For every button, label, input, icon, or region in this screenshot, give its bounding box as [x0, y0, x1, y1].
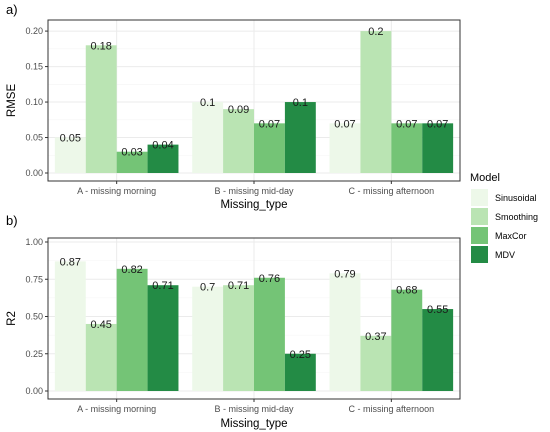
panel-tag: b): [6, 213, 18, 228]
data-label: 0.07: [259, 118, 280, 130]
bar-maxcor: [254, 123, 285, 173]
data-label: 0.05: [60, 133, 81, 145]
y-tick-label: 0.75: [25, 274, 43, 284]
bar-sinusoidal: [329, 123, 361, 173]
data-label: 0.71: [228, 280, 249, 292]
y-tick-label: 0.20: [25, 26, 43, 36]
panel-tag: a): [6, 2, 18, 17]
y-tick-label: 0.05: [25, 133, 43, 143]
data-label: 0.09: [228, 104, 249, 116]
legend-key-smoothing: [471, 208, 488, 225]
y-axis-title: R2: [6, 311, 18, 326]
y-axis-title: RMSE: [6, 84, 18, 118]
data-label: 0.79: [334, 268, 355, 280]
data-label: 0.07: [396, 118, 417, 130]
bar-smoothing: [223, 285, 254, 391]
bar-maxcor: [116, 151, 148, 173]
bar-mdv: [147, 144, 179, 173]
bar-smoothing: [223, 109, 254, 173]
y-tick-label: 0.10: [25, 97, 43, 107]
legend-title: Model: [470, 172, 500, 184]
y-tick-label: 0.25: [25, 349, 43, 359]
data-label: 0.45: [91, 319, 112, 331]
bar-mdv: [422, 309, 454, 391]
legend-key-maxcor: [471, 227, 488, 244]
data-label: 0.7: [200, 282, 215, 294]
data-label: 0.18: [91, 40, 112, 52]
y-tick-label: 0.15: [25, 62, 43, 72]
panel-rmse: 0.05 0.1 0.07 0.18 0.09 0.2 0.03 0.07 0.07 0.04 0.…: [6, 2, 461, 211]
data-label: 0.82: [121, 264, 142, 276]
legend-key-sinusoidal: [471, 189, 488, 206]
y-tick-label: 0.00: [25, 168, 43, 178]
bar-sinusoidal: [54, 137, 86, 173]
bar-smoothing: [360, 335, 392, 391]
data-label: 0.1: [200, 97, 215, 109]
bar-smoothing: [360, 31, 392, 173]
data-label: 0.76: [259, 273, 280, 285]
legend-label: Sinusoidal: [495, 193, 537, 203]
data-label: 0.07: [334, 118, 355, 130]
x-axis-title: Missing_type: [220, 418, 287, 430]
x-tick-label: A - missing morning: [77, 186, 156, 196]
panels: 0.05 0.1 0.07 0.18 0.09 0.2 0.03 0.07 0.07 0.04 0.…: [6, 2, 461, 430]
x-tick-label: A - missing morning: [77, 404, 156, 414]
data-label: 0.87: [60, 256, 81, 268]
legend: Model Sinusoidal Smoothing MaxCor MDV: [470, 172, 538, 263]
data-label: 0.37: [365, 331, 386, 343]
bar-maxcor: [391, 123, 423, 173]
data-label: 0.04: [152, 140, 173, 152]
bar-maxcor: [254, 277, 285, 391]
y-tick-label: 0.50: [25, 312, 43, 322]
data-label: 0.2: [368, 26, 383, 38]
bar-maxcor: [116, 268, 148, 391]
x-tick-label: C - missing afternoon: [349, 404, 435, 414]
bar-smoothing: [85, 323, 117, 391]
y-tick-label: 0.00: [25, 386, 43, 396]
bar-maxcor: [391, 289, 423, 391]
x-tick-label: B - missing mid-day: [214, 404, 294, 414]
data-label: 0.07: [427, 118, 448, 130]
bar-sinusoidal: [192, 102, 224, 173]
x-axis-title: Missing_type: [220, 199, 287, 211]
bar-smoothing: [85, 45, 117, 173]
legend-key-mdv: [471, 246, 488, 263]
bar-mdv: [422, 123, 454, 173]
data-label: 0.71: [152, 280, 173, 292]
bar-mdv: [284, 353, 316, 391]
data-label: 0.25: [290, 349, 311, 361]
bar-mdv: [147, 285, 179, 391]
legend-label: MaxCor: [495, 231, 527, 241]
legend-label: MDV: [495, 250, 515, 260]
bar-sinusoidal: [192, 286, 224, 391]
bar-mdv: [284, 102, 316, 173]
panel-r2: 0.87 0.7 0.79 0.45 0.71 0.37 0.82 0.76 0.68 0.71 0…: [6, 213, 461, 430]
x-tick-label: C - missing afternoon: [349, 186, 435, 196]
legend-label: Smoothing: [495, 212, 538, 222]
data-label: 0.1: [293, 97, 308, 109]
data-label: 0.55: [427, 304, 448, 316]
y-tick-label: 1.00: [25, 237, 43, 247]
data-label: 0.68: [396, 285, 417, 297]
data-label: 0.03: [121, 147, 142, 159]
bar-sinusoidal: [329, 273, 361, 391]
bar-sinusoidal: [54, 261, 86, 391]
x-tick-label: B - missing mid-day: [214, 186, 294, 196]
